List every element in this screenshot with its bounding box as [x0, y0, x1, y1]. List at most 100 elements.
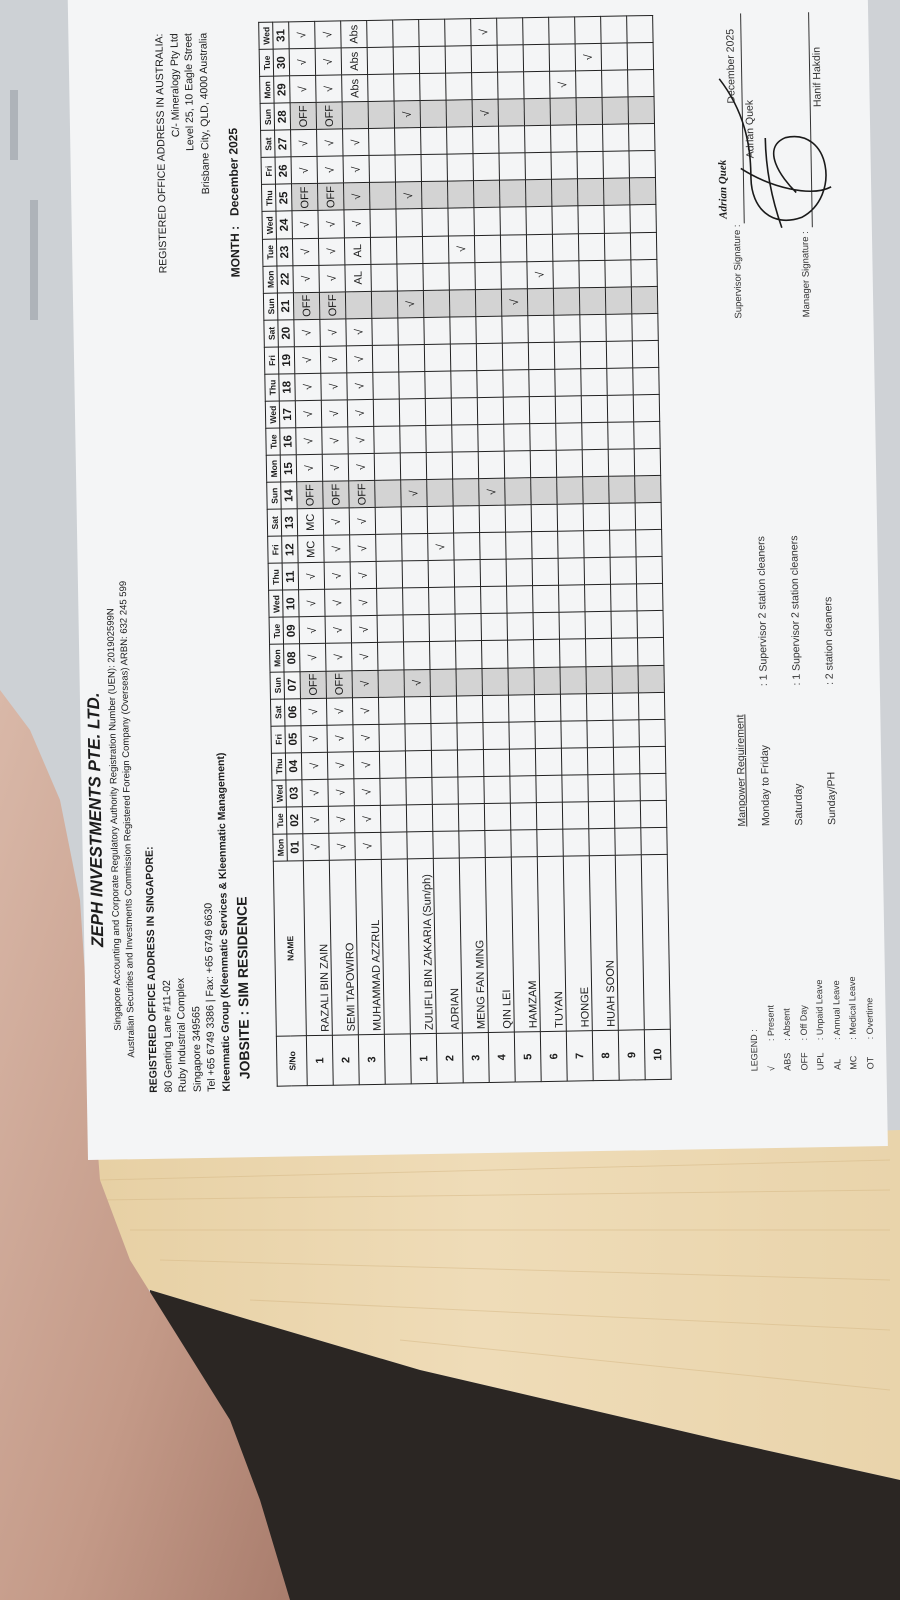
attendance-cell[interactable] [455, 613, 482, 642]
attendance-cell[interactable] [548, 16, 576, 45]
attendance-cell[interactable] [628, 96, 655, 125]
attendance-cell[interactable] [634, 475, 662, 504]
attendance-cell[interactable] [481, 667, 509, 696]
attendance-cell[interactable] [637, 637, 664, 666]
attendance-cell[interactable] [421, 208, 449, 237]
attendance-cell[interactable] [504, 477, 532, 506]
attendance-cell[interactable] [627, 42, 654, 71]
attendance-cell[interactable] [456, 722, 484, 750]
attendance-cell[interactable] [602, 124, 629, 152]
attendance-cell[interactable] [611, 611, 638, 639]
attendance-cell[interactable] [507, 667, 535, 695]
attendance-cell[interactable] [499, 207, 527, 235]
attendance-cell[interactable] [610, 557, 637, 585]
attendance-cell[interactable] [613, 746, 640, 775]
attendance-cell[interactable] [475, 288, 502, 317]
attendance-cell[interactable] [600, 15, 628, 44]
attendance-cell[interactable] [549, 43, 576, 72]
attendance-cell[interactable] [374, 480, 402, 508]
attendance-cell[interactable] [630, 259, 658, 287]
attendance-cell[interactable] [609, 530, 637, 558]
attendance-cell[interactable] [480, 586, 508, 614]
attendance-cell[interactable] [497, 71, 525, 100]
attendance-cell[interactable]: √ [346, 345, 373, 373]
attendance-cell[interactable] [587, 774, 615, 802]
attendance-cell[interactable] [378, 696, 405, 725]
attendance-cell[interactable]: √ [290, 129, 318, 158]
attendance-cell[interactable] [420, 100, 447, 128]
attendance-cell[interactable]: √ [327, 751, 354, 780]
attendance-cell[interactable] [396, 236, 423, 264]
attendance-cell[interactable]: OFF [300, 670, 327, 699]
attendance-cell[interactable] [562, 801, 589, 830]
attendance-cell[interactable] [561, 747, 588, 775]
attendance-cell[interactable] [550, 125, 577, 153]
attendance-cell[interactable]: √ [291, 210, 319, 239]
attendance-cell[interactable] [579, 314, 607, 342]
attendance-cell[interactable] [555, 395, 582, 424]
attendance-cell[interactable] [552, 260, 580, 288]
attendance-cell[interactable] [603, 205, 631, 233]
attendance-cell[interactable] [507, 640, 534, 668]
attendance-cell[interactable]: √ [394, 100, 421, 129]
attendance-cell[interactable] [378, 723, 406, 752]
attendance-cell[interactable] [503, 423, 531, 452]
attendance-cell[interactable] [395, 154, 422, 183]
attendance-cell[interactable] [524, 152, 552, 181]
attendance-cell[interactable] [584, 557, 611, 586]
attendance-cell[interactable]: OFF [293, 292, 320, 320]
attendance-cell[interactable] [376, 588, 404, 616]
attendance-cell[interactable] [367, 47, 394, 75]
attendance-cell[interactable] [602, 97, 629, 125]
attendance-cell[interactable] [532, 585, 560, 614]
attendance-cell[interactable] [476, 342, 503, 371]
attendance-cell[interactable] [535, 747, 562, 776]
attendance-cell[interactable]: √ [324, 562, 351, 590]
attendance-cell[interactable] [636, 583, 664, 612]
attendance-cell[interactable] [432, 803, 459, 832]
attendance-cell[interactable]: √ [325, 643, 352, 671]
attendance-cell[interactable] [420, 127, 448, 155]
attendance-cell[interactable] [505, 504, 532, 533]
attendance-cell[interactable]: √ [295, 427, 323, 455]
attendance-cell[interactable] [504, 450, 531, 479]
attendance-cell[interactable] [550, 152, 578, 180]
attendance-cell[interactable] [472, 126, 499, 155]
attendance-cell[interactable] [586, 692, 613, 721]
attendance-cell[interactable] [380, 804, 407, 833]
attendance-cell[interactable] [611, 665, 639, 693]
attendance-cell[interactable]: √ [478, 478, 506, 506]
attendance-cell[interactable] [471, 72, 499, 100]
attendance-cell[interactable] [500, 234, 527, 262]
attendance-cell[interactable] [629, 177, 656, 206]
attendance-cell[interactable] [444, 18, 472, 47]
attendance-cell[interactable]: OFF [348, 480, 376, 509]
attendance-cell[interactable] [561, 774, 589, 803]
attendance-cell[interactable] [496, 17, 524, 46]
attendance-cell[interactable]: √ [323, 508, 350, 536]
attendance-cell[interactable] [558, 585, 586, 613]
attendance-cell[interactable] [427, 506, 454, 534]
attendance-cell[interactable]: √ [526, 260, 554, 289]
attendance-cell[interactable] [425, 425, 453, 453]
attendance-cell[interactable] [506, 558, 533, 587]
attendance-cell[interactable]: √ [472, 99, 499, 127]
attendance-cell[interactable] [484, 802, 511, 831]
attendance-cell[interactable] [585, 638, 612, 667]
attendance-cell[interactable] [477, 424, 505, 452]
attendance-cell[interactable] [535, 774, 563, 803]
attendance-cell[interactable]: √ [347, 426, 375, 454]
attendance-cell[interactable] [375, 534, 403, 562]
attendance-cell[interactable]: √ [328, 805, 355, 834]
attendance-cell[interactable] [553, 314, 581, 343]
attendance-cell[interactable]: √ [470, 18, 498, 46]
attendance-cell[interactable]: √ [343, 155, 370, 184]
attendance-cell[interactable]: OFF [296, 481, 324, 509]
attendance-cell[interactable] [429, 614, 456, 642]
attendance-cell[interactable] [380, 831, 408, 860]
attendance-cell[interactable]: Abs [341, 47, 368, 76]
attendance-cell[interactable]: OFF [290, 102, 317, 131]
attendance-cell[interactable] [550, 98, 577, 126]
attendance-cell[interactable]: √ [321, 426, 349, 455]
attendance-cell[interactable] [635, 529, 663, 558]
